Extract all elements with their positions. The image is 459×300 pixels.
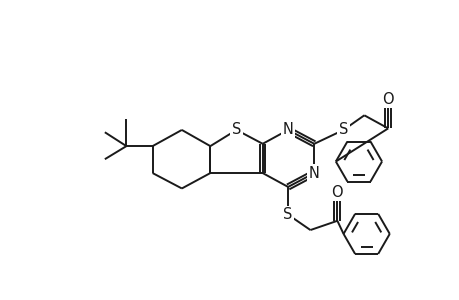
- Text: O: O: [381, 92, 393, 106]
- Text: S: S: [231, 122, 241, 137]
- Text: S: S: [283, 207, 292, 222]
- Text: S: S: [338, 122, 347, 137]
- Text: O: O: [331, 185, 342, 200]
- Text: N: N: [282, 122, 293, 137]
- Text: N: N: [308, 166, 319, 181]
